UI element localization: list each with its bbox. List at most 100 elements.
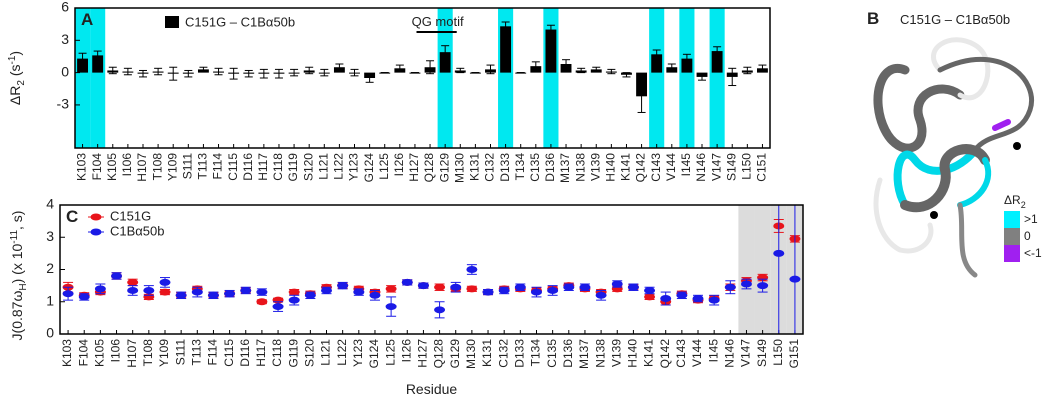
bar	[439, 52, 451, 73]
y-axis-label: J(0.87ωH) (x 10-11, s)	[9, 211, 29, 341]
x-tick-label: I106	[109, 339, 123, 363]
y-axis-label-part: -1	[7, 55, 18, 64]
point	[288, 288, 300, 296]
point	[724, 283, 736, 291]
x-tick-label: T134	[529, 339, 543, 367]
point	[417, 282, 429, 290]
y-tick-label: 2	[46, 260, 54, 276]
x-tick-label: C118	[270, 339, 284, 367]
x-tick-label: Y123	[347, 153, 361, 181]
x-tick-label: Q142	[634, 153, 648, 183]
x-tick-label: F114	[211, 153, 225, 180]
x-tick-label: D116	[238, 339, 252, 367]
x-tick-label: I106	[120, 153, 134, 177]
x-tick-label: V147	[709, 153, 723, 181]
bar	[500, 26, 512, 73]
x-tick-label: G124	[367, 339, 381, 369]
x-tick-label: Y123	[351, 339, 365, 367]
x-tick-label: F104	[76, 339, 90, 367]
point	[224, 290, 236, 298]
x-tick-label: G151	[787, 339, 801, 369]
x-tick-label: N146	[694, 153, 708, 182]
x-tick-label: T134	[513, 153, 527, 181]
x-tick-label: C132	[496, 339, 510, 368]
x-tick-label: D133	[498, 153, 512, 182]
x-tick-label: Q128	[422, 153, 436, 183]
y-axis-label-part: ΔR	[7, 86, 23, 105]
x-tick-label: C143	[674, 339, 688, 368]
point	[207, 291, 219, 299]
point	[627, 283, 639, 291]
legend-label: >1	[1024, 212, 1038, 226]
y-axis-label-part: J(0.87ω	[9, 291, 25, 341]
y-tick-label: 3	[46, 228, 54, 244]
point	[579, 283, 591, 291]
x-tick-label: S120	[303, 339, 317, 367]
x-tick-label: L125	[377, 153, 391, 180]
plot-area	[62, 205, 801, 334]
x-tick-label: K103	[75, 153, 89, 181]
x-tick-label: T113	[196, 153, 210, 180]
zinc-ion	[930, 211, 938, 219]
point	[611, 280, 623, 288]
x-tick-label: I145	[706, 339, 720, 363]
point	[757, 282, 769, 290]
y-tick-label: 1	[46, 292, 54, 308]
y-tick-label: -3	[57, 96, 70, 112]
x-tick-label: I145	[679, 153, 693, 177]
point	[530, 288, 542, 296]
x-tick-label: K141	[642, 339, 656, 367]
x-tick-label: V147	[739, 339, 753, 367]
point	[434, 306, 446, 314]
point	[466, 266, 478, 273]
x-tick-label: C118	[271, 153, 285, 181]
bar	[711, 51, 723, 73]
x-tick-label: K103	[60, 339, 74, 367]
ribbon	[873, 63, 965, 153]
x-tick-label: S120	[301, 153, 315, 181]
x-tick-label: S149	[755, 339, 769, 367]
x-tick-label: C115	[222, 339, 236, 367]
x-tick-label: G129	[437, 153, 451, 183]
x-tick-label: K131	[480, 339, 494, 367]
point	[353, 288, 365, 296]
x-tick-label: Q128	[432, 339, 446, 369]
y-axis-label-part: (s	[7, 64, 23, 80]
x-tick-label: M137	[577, 339, 591, 369]
highlight-band	[754, 205, 771, 334]
point	[159, 288, 171, 296]
point	[740, 280, 752, 288]
x-tick-label: D136	[561, 339, 575, 368]
legend-swatch	[1004, 211, 1020, 228]
point	[434, 283, 446, 291]
point	[385, 303, 397, 311]
x-tick-label: G119	[286, 153, 300, 182]
point	[240, 286, 252, 294]
x-tick-label: C132	[483, 153, 497, 182]
y-tick-label: 0	[46, 325, 54, 341]
x-tick-label: I126	[399, 339, 413, 363]
x-tick-label: S111	[180, 153, 194, 180]
structure-title: C151G – C1Bα50b	[900, 12, 1010, 27]
x-tick-label: V139	[609, 339, 623, 367]
x-tick-label: H127	[407, 153, 421, 182]
x-tick-label: D136	[543, 153, 557, 182]
point	[321, 286, 333, 294]
x-tick-label: N146	[722, 339, 736, 368]
ribbon	[893, 146, 979, 209]
y-axis-label-part: 2	[16, 80, 27, 86]
legend-swatch	[1004, 245, 1020, 262]
point	[143, 286, 155, 294]
x-tick-label: Y109	[157, 339, 171, 367]
point	[466, 285, 478, 293]
annotation: QG motif	[412, 14, 464, 29]
point	[482, 288, 494, 296]
point	[789, 275, 801, 283]
point	[547, 286, 559, 294]
point	[644, 286, 656, 294]
highlight-band	[679, 8, 695, 148]
y-axis-label-part: , s)	[9, 211, 25, 230]
x-tick-label: F104	[90, 153, 104, 181]
x-tick-label: L125	[383, 339, 397, 366]
